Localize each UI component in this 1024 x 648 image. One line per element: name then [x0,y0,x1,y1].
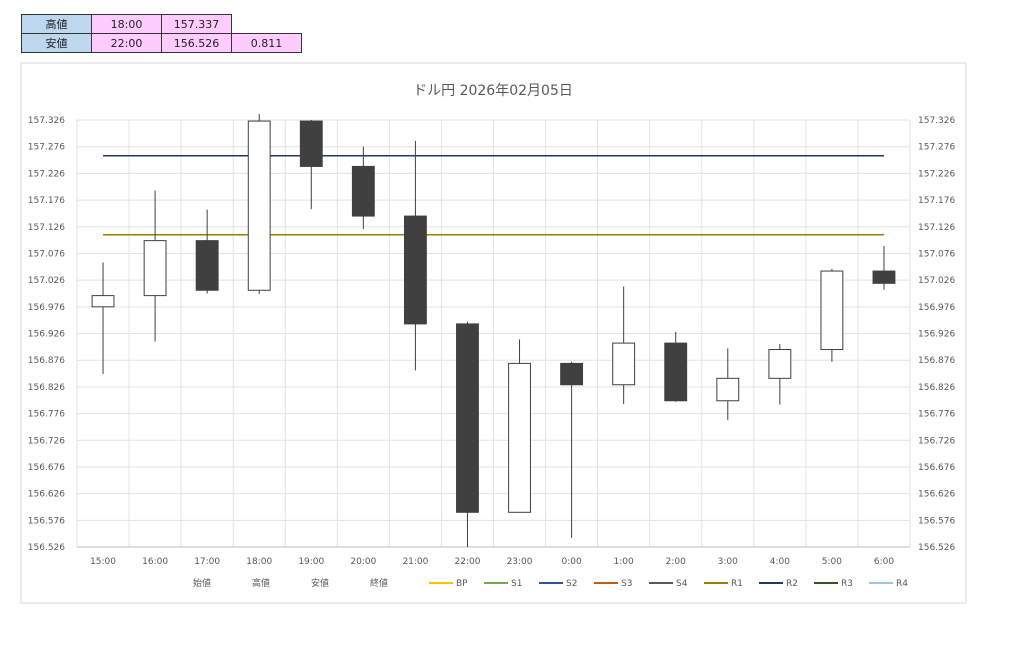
low-time: 22:00 [91,33,162,53]
candle-body-up [143,240,167,297]
legend-label: 安値 [311,577,329,589]
y-tick-label-left: 157.326 [28,116,65,126]
x-tick-label: 17:00 [194,557,220,567]
candle-body-up [612,342,636,386]
candle-body-down [456,323,479,513]
y-tick-label-left: 156.926 [28,330,65,340]
legend-label: S2 [566,579,577,589]
x-axis-ticks: 15:00 16:00 17:00 18:00 19:00 20:00 21:00 22:00… [90,557,894,567]
high-label: 高値 [21,14,92,34]
y-tick-label-left: 156.526 [28,543,65,553]
legend-label: BP [456,579,468,589]
candle-body-down [299,120,323,167]
candle-body-down [351,165,375,217]
candle-body-down [403,215,427,325]
x-tick-label: 19:00 [298,557,324,567]
y-tick-label-right: 156.726 [918,436,955,446]
y-tick-label-right: 156.976 [918,303,955,313]
legend-label: 始値 [193,577,211,589]
y-tick-label-right: 156.876 [918,356,955,366]
candle-body-up [508,362,531,513]
y-tick-label-right: 156.826 [918,383,955,393]
y-tick-label-left: 156.776 [28,410,65,420]
x-tick-label: 0:00 [561,557,581,567]
y-tick-label-right: 157.176 [918,196,955,206]
y-tick-label-left: 157.276 [28,143,65,153]
candle-body-down [664,342,688,402]
x-tick-label: 5:00 [822,557,842,567]
x-tick-label: 15:00 [90,557,116,567]
chart-title: ドル円 2026年02月05日 [413,83,573,99]
y-tick-label-left: 156.576 [28,516,65,526]
x-tick-label: 21:00 [402,557,428,567]
candle-body-down [195,240,219,291]
legend-label: R1 [731,579,743,589]
candle-body-up [820,270,844,351]
candle-body-down [872,270,896,284]
high-low-summary-table: 高値 18:00 157.337 安値 22:00 156.526 0.811 [21,14,302,53]
pivot-level-lines [103,154,884,236]
y-tick-label-right: 157.126 [918,223,955,233]
y-tick-label-right: 157.326 [918,116,955,126]
legend-label: 高値 [252,577,270,589]
high-time: 18:00 [91,14,162,34]
y-tick-label-left: 156.876 [28,356,65,366]
y-tick-label-left: 157.226 [28,169,65,179]
y-tick-label-right: 156.926 [918,330,955,340]
y-tick-label-left: 156.626 [28,490,65,500]
chart-legend: 始値 高値 安値 終値 BP S1 S2 S3 S4 R1 R2 R3 R4 [193,577,908,589]
y-tick-label-right: 156.526 [918,543,955,553]
candle-body-up [91,295,115,308]
y-tick-label-right: 156.576 [918,516,955,526]
y-tick-label-right: 156.776 [918,410,955,420]
y-tick-label-left: 157.126 [28,223,65,233]
low-label: 安値 [21,33,92,53]
y-tick-label-right: 157.276 [918,143,955,153]
x-tick-label: 1:00 [614,557,634,567]
y-tick-label-left: 156.976 [28,303,65,313]
y-tick-label-right: 157.026 [918,276,955,286]
y-tick-label-left: 156.726 [28,436,65,446]
legend-label: 終値 [370,577,388,589]
x-tick-label: 2:00 [666,557,686,567]
x-tick-label: 6:00 [874,557,894,567]
candle-body-up [247,120,271,291]
x-tick-label: 3:00 [718,557,738,567]
candle-body-up [768,349,792,379]
y-tick-label-left: 156.676 [28,463,65,473]
y-tick-label-right: 157.226 [918,169,955,179]
x-tick-label: 22:00 [455,557,481,567]
legend-label: R4 [896,579,908,589]
x-tick-label: 16:00 [142,557,168,567]
legend-label: R3 [841,579,853,589]
candles [91,114,896,547]
grid-layer [76,119,911,548]
candle-body-up [716,377,740,402]
x-tick-label: 23:00 [507,557,533,567]
y-tick-label-left: 157.026 [28,276,65,286]
y-tick-label-right: 156.676 [918,463,955,473]
summary-row-high: 高値 18:00 157.337 [21,14,302,34]
y-tick-label-right: 156.626 [918,490,955,500]
high-value: 157.337 [161,14,232,34]
y-axis-ticks: 156.526 156.526 156.576 156.576 156.626 156.6… [28,116,956,553]
candle-body-down [560,362,584,386]
x-tick-label: 18:00 [246,557,272,567]
legend-label: S3 [621,579,632,589]
x-tick-label: 4:00 [770,557,790,567]
summary-row-low: 安値 22:00 156.526 0.811 [21,33,302,53]
range-value: 0.811 [231,33,302,53]
y-tick-label-left: 156.826 [28,383,65,393]
y-tick-label-left: 157.076 [28,249,65,259]
x-tick-label: 20:00 [350,557,376,567]
low-value: 156.526 [161,33,232,53]
legend-label: R2 [786,579,798,589]
y-tick-label-left: 157.176 [28,196,65,206]
legend-label: S1 [511,579,522,589]
y-tick-label-right: 157.076 [918,249,955,259]
legend-label: S4 [676,579,688,589]
